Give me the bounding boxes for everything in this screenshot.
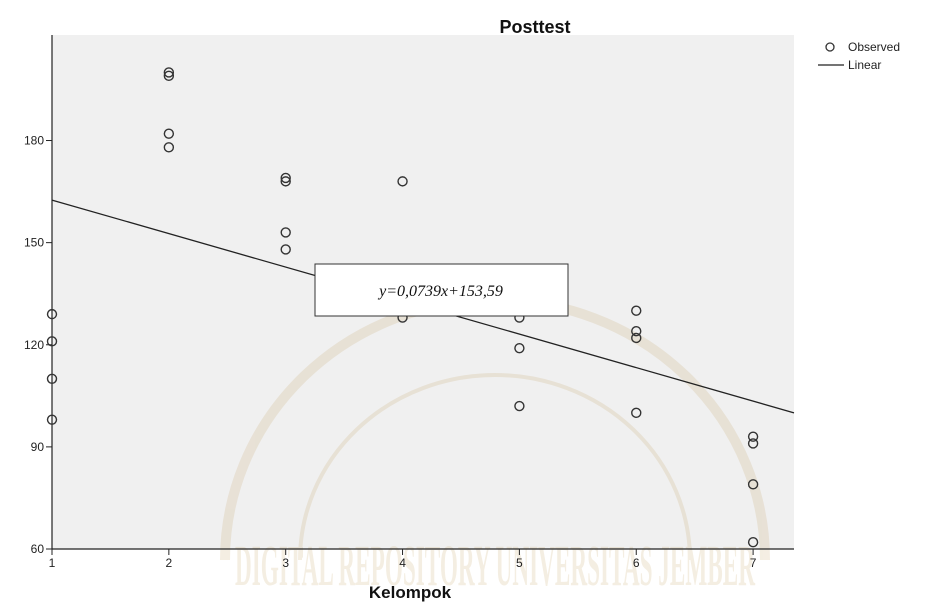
legend: Observed Linear <box>818 40 900 72</box>
watermark-arc-inner <box>298 373 692 561</box>
observed-point <box>163 142 175 153</box>
observed-point <box>46 336 58 347</box>
data-points <box>46 67 759 548</box>
observed-point <box>280 172 291 184</box>
observed-point <box>46 373 58 385</box>
x-tick-label: 7 <box>750 556 757 570</box>
x-tick-label: 5 <box>516 556 523 570</box>
observed-point <box>163 128 175 139</box>
x-tick-label: 2 <box>166 556 173 570</box>
observed-point <box>397 176 408 187</box>
observed-point <box>631 332 642 344</box>
equation-box <box>314 263 569 317</box>
x-axis-label: Kelompok <box>369 583 452 602</box>
x-tick-label: 6 <box>633 556 640 570</box>
observed-point <box>514 400 525 412</box>
observed-point <box>631 407 642 419</box>
equation-text: y=0,0739x+153,59 <box>377 283 503 300</box>
observed-point <box>163 67 175 78</box>
observed-point <box>631 325 642 337</box>
observed-point <box>46 414 58 425</box>
watermark-logo: DIGITAL REPOSITORY UNIVERSITAS JEMBER <box>220 295 770 598</box>
x-tick-label: 3 <box>282 556 289 570</box>
observed-point <box>514 342 525 354</box>
observed-point <box>631 305 642 316</box>
x-tick-label: 4 <box>399 556 406 570</box>
legend-observed-marker <box>825 42 835 52</box>
observed-point <box>747 479 759 490</box>
y-tick-label: 60 <box>31 542 45 556</box>
chart-title: Posttest <box>499 17 570 37</box>
observed-point <box>747 536 759 548</box>
watermark-text: DIGITAL REPOSITORY UNIVERSITAS JEMBER <box>235 533 755 598</box>
y-tick-label: 150 <box>24 236 44 250</box>
observed-point <box>747 431 759 442</box>
legend-linear-label: Linear <box>848 58 881 72</box>
observed-point <box>747 438 759 449</box>
observed-point <box>46 308 58 320</box>
observed-point <box>280 176 291 187</box>
axes: 60 90 120 150 180 1 2 3 4 5 6 7 <box>24 35 794 570</box>
x-tick-label: 1 <box>49 556 56 570</box>
observed-point <box>280 244 291 255</box>
y-tick-label: 90 <box>31 440 45 454</box>
observed-point <box>280 227 291 238</box>
y-tick-label: 120 <box>24 338 44 352</box>
legend-observed-label: Observed <box>848 40 900 54</box>
equation-annotation: y=0,0739x+153,59 <box>314 263 569 317</box>
y-tick-label: 180 <box>24 134 44 148</box>
observed-point <box>163 70 175 82</box>
